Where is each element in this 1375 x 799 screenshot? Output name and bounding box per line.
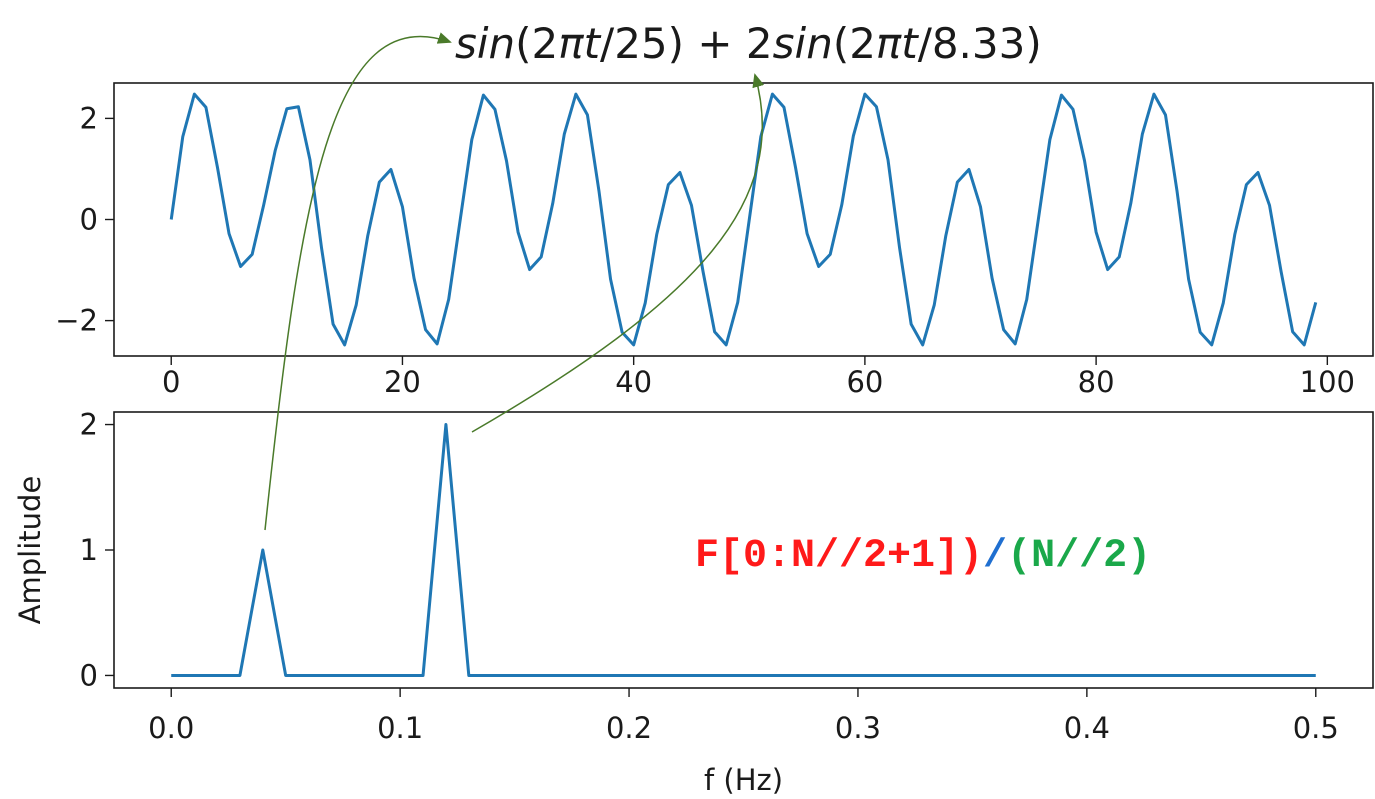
title-part: π — [558, 19, 584, 68]
formula-red: F[0:N//2+1]) — [695, 534, 983, 579]
arrow-peak-1-to-term-1 — [264, 32, 452, 531]
x-tick-label: 0 — [162, 365, 180, 399]
y-tick-label: 2 — [80, 101, 98, 135]
series-line — [169, 92, 1318, 347]
title-part: /8.33) — [918, 19, 1042, 68]
x-axis-label: f (Hz) — [704, 763, 783, 797]
x-tick-label: 0.2 — [606, 711, 652, 745]
title-part: (2 — [515, 19, 558, 68]
title-part: /25) + 2 — [600, 19, 773, 68]
time-domain-chart: 0 20 40 60 80 100 −2 0 2 — [55, 82, 1374, 399]
x-tick-label: 0.0 — [148, 711, 194, 745]
title-part: π — [876, 19, 902, 68]
title-part: sin — [455, 19, 515, 68]
x-tick-label: 0.1 — [377, 711, 423, 745]
x-tick-label: 0.3 — [835, 711, 881, 745]
y-tick-label: 0 — [80, 203, 98, 237]
title-part: sin — [773, 19, 833, 68]
series-line — [171, 423, 1316, 677]
arrow-peak-2-to-term-2 — [471, 73, 765, 433]
x-tick-label: 40 — [615, 365, 652, 399]
y-tick-label: 2 — [80, 408, 98, 442]
x-tick-label: 100 — [1300, 365, 1355, 399]
title-part: t — [901, 19, 919, 68]
formula-blue: / — [983, 534, 1007, 579]
title-part: (2 — [833, 19, 876, 68]
y-tick-label: 0 — [80, 658, 98, 692]
y-axis-label: Amplitude — [13, 476, 47, 625]
frequency-domain-chart: 0.0 0.1 0.2 0.3 0.4 0.5 0 1 2 f (Hz) Amplitude — [13, 408, 1374, 797]
formula-green: (N//2) — [1007, 534, 1151, 579]
y-tick-label: 1 — [80, 533, 98, 567]
formula-annotation: F[0:N//2+1])/(N//2) — [695, 534, 1151, 579]
x-tick-label: 20 — [384, 365, 421, 399]
x-tick-label: 80 — [1078, 365, 1115, 399]
x-tick-label: 60 — [846, 365, 883, 399]
y-tick-label: −2 — [55, 304, 98, 338]
title-part: t — [584, 19, 602, 68]
chart-title: sin(2πt/25) + 2sin(2πt/8.33) — [455, 19, 1042, 68]
x-tick-label: 0.4 — [1064, 711, 1110, 745]
x-tick-label: 0.5 — [1293, 711, 1339, 745]
